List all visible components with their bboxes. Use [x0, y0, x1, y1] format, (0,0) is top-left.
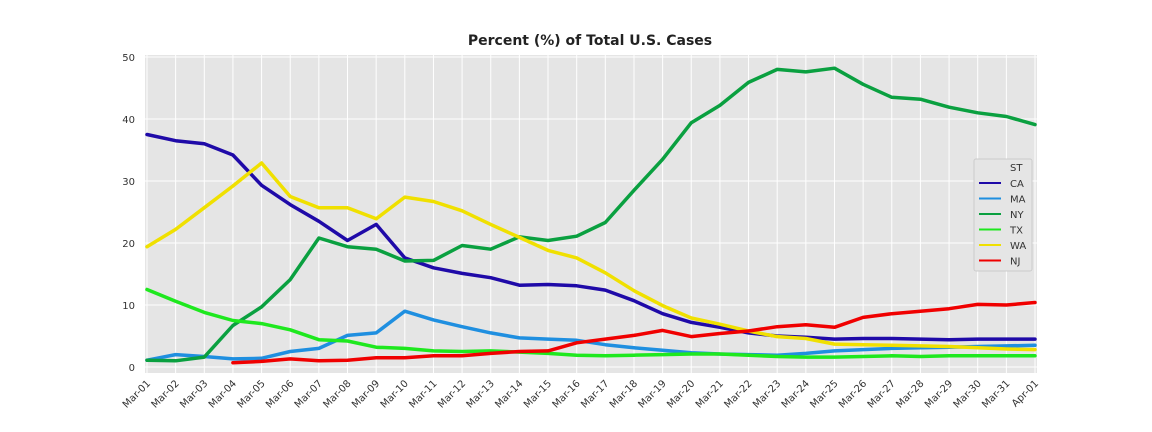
x-tick-label: Mar-23	[751, 378, 783, 410]
x-tick-label: Mar-13	[465, 378, 497, 410]
x-tick-label: Mar-27	[866, 378, 898, 410]
x-tick-label: Mar-17	[579, 378, 611, 410]
gridlines	[145, 55, 1037, 373]
x-tick-label: Mar-29	[923, 378, 955, 410]
x-tick-label: Apr-01	[1010, 378, 1041, 409]
series-line-nj	[231, 300, 1037, 365]
x-tick-label: Mar-15	[522, 378, 554, 410]
x-tick-label: Mar-12	[436, 378, 468, 410]
x-tick-label: Mar-24	[780, 378, 812, 410]
x-tick-label: Mar-22	[722, 378, 754, 410]
x-tick-label: Mar-19	[637, 378, 669, 410]
x-tick-label: Mar-09	[350, 378, 382, 410]
x-tick-label: Mar-01	[121, 378, 153, 410]
plot-area	[145, 55, 1037, 373]
series-line-ca	[145, 132, 1037, 342]
x-axis-ticks: Mar-01Mar-02Mar-03Mar-04Mar-05Mar-06Mar-…	[121, 378, 1041, 410]
x-tick-label: Mar-30	[952, 378, 984, 410]
y-tick-label: 50	[122, 53, 135, 64]
legend-label-ny: NY	[1010, 210, 1024, 221]
y-axis-ticks: 0 10 20 30 40 50	[122, 53, 135, 374]
x-tick-label: Mar-05	[235, 378, 267, 410]
y-tick-label: 0	[129, 363, 135, 374]
x-tick-label: Mar-06	[264, 378, 296, 410]
x-tick-label: Mar-07	[293, 378, 325, 410]
y-tick-label: 20	[122, 239, 135, 250]
legend-label-tx: TX	[1009, 226, 1023, 237]
x-tick-label: Mar-04	[207, 378, 239, 410]
series-line-ny	[145, 66, 1037, 363]
y-tick-label: 40	[122, 115, 135, 126]
x-tick-label: Mar-10	[379, 378, 411, 410]
x-tick-label: Mar-26	[837, 378, 869, 410]
series-lines	[145, 66, 1037, 365]
legend-box	[973, 158, 1033, 272]
x-tick-label: Mar-28	[894, 378, 926, 410]
legend-label-ma: MA	[1010, 195, 1026, 206]
legend-title: ST	[1010, 163, 1023, 174]
x-tick-label: Mar-25	[808, 378, 840, 410]
chart-title: Percent (%) of Total U.S. Cases	[468, 33, 712, 49]
series-line-wa	[145, 161, 1037, 352]
x-tick-label: Mar-18	[608, 378, 640, 410]
legend-label-ca: CA	[1010, 179, 1024, 190]
x-tick-label: Mar-03	[178, 378, 210, 410]
legend: ST CA MA NY TX WA NJ	[973, 158, 1033, 272]
x-tick-label: Mar-14	[493, 378, 525, 410]
x-tick-label: Mar-16	[551, 378, 583, 410]
x-tick-label: Mar-31	[980, 378, 1012, 410]
series-line-tx	[145, 287, 1037, 359]
x-tick-label: Mar-08	[321, 378, 353, 410]
legend-label-wa: WA	[1010, 241, 1026, 252]
y-tick-label: 10	[122, 301, 135, 312]
y-tick-label: 30	[122, 177, 135, 188]
x-tick-label: Mar-11	[407, 378, 439, 410]
x-tick-label: Mar-20	[665, 378, 697, 410]
legend-label-nj: NJ	[1010, 257, 1020, 268]
x-tick-label: Mar-21	[694, 378, 726, 410]
x-tick-label: Mar-02	[150, 378, 182, 410]
